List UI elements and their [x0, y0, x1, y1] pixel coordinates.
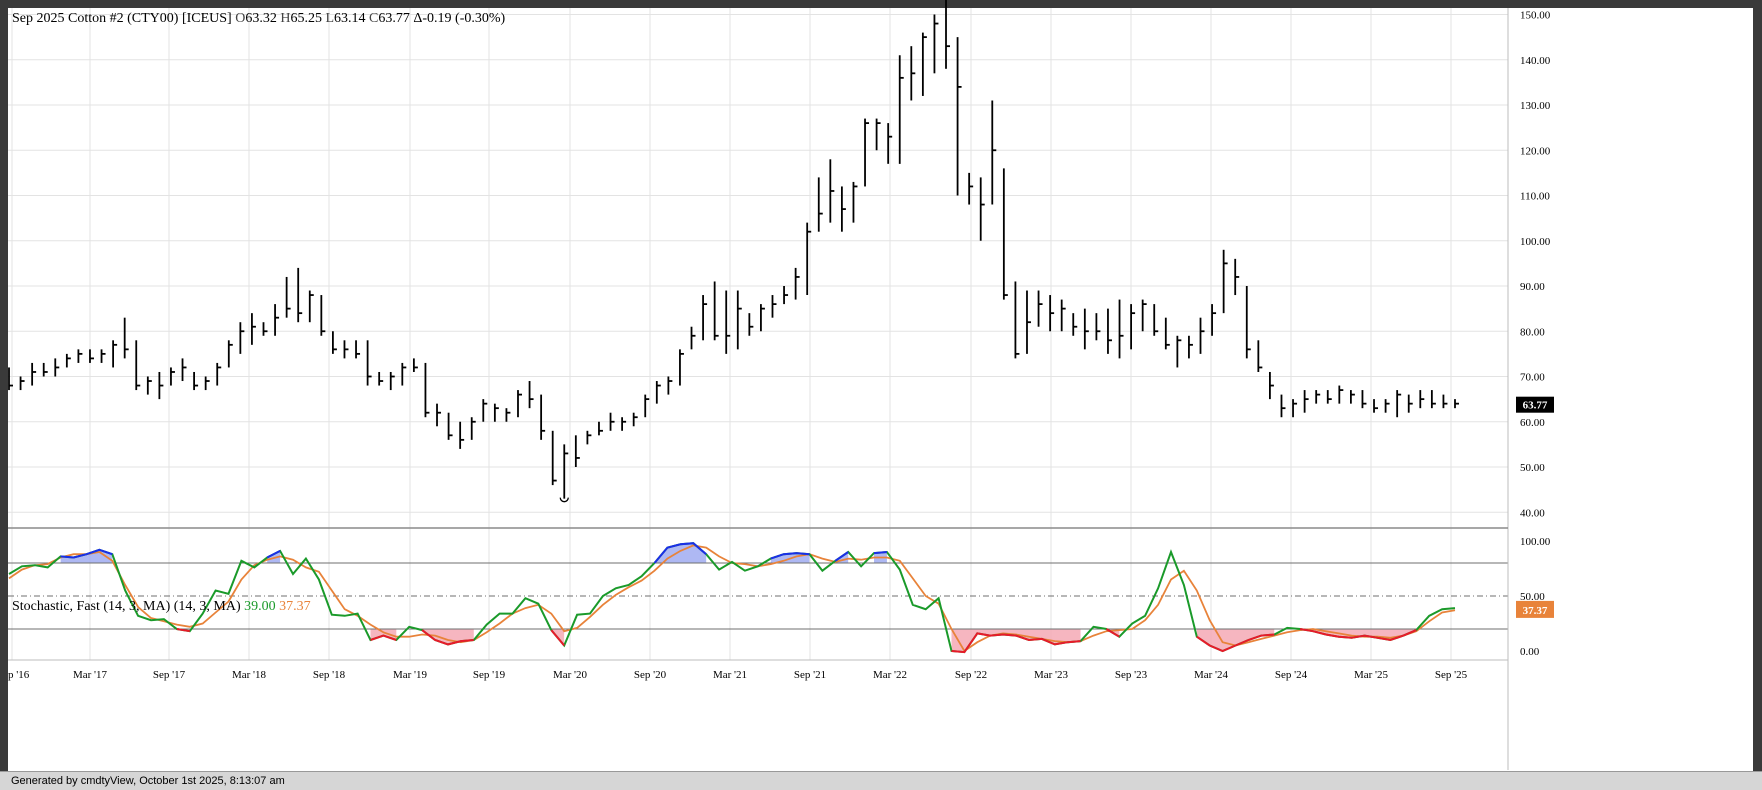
stoch-k-oversold-segment [176, 628, 190, 633]
stoch-k-overbought-segment [60, 548, 113, 559]
stoch-y-tick-label: 0.00 [1520, 646, 1540, 658]
price-y-tick-label: 130.00 [1520, 100, 1551, 112]
stoch-name: Stochastic, Fast (14, 3, MA) [12, 599, 171, 614]
x-tick-label: Mar '19 [393, 669, 428, 681]
stoch-k-oversold-segment [370, 634, 397, 641]
x-tick-label: Sep '23 [1115, 669, 1148, 681]
stoch-k-overbought-segment [653, 542, 707, 564]
x-tick-label: Sep '22 [955, 669, 987, 681]
x-tick-label: Sep '20 [634, 669, 667, 681]
instrument-name: Sep 2025 Cotton #2 (CTY00) [ICEUS] [12, 11, 232, 26]
stoch-overbought-fill [267, 550, 281, 563]
footer-bar: Generated by cmdtyView, October 1st 2025… [0, 771, 1762, 790]
x-tick-label: Sep '24 [1275, 669, 1308, 681]
stoch-lines [8, 542, 1456, 654]
stoch-params: (14, 3, MA) [173, 599, 241, 614]
change-value: Δ-0.19 (-0.30%) [413, 11, 506, 26]
x-tick-label: Sep '25 [1435, 669, 1468, 681]
open-value: 63.32 [245, 11, 277, 26]
stoch-k-overbought-segment [873, 551, 887, 555]
last-price-badge-text: 63.77 [1523, 400, 1548, 412]
stoch-k-overbought-segment [266, 550, 281, 559]
price-y-tick-label: 120.00 [1520, 145, 1551, 157]
open-label: O [235, 11, 246, 26]
price-y-tick-label: 110.00 [1520, 191, 1550, 203]
stoch-y-tick-label: 50.00 [1520, 591, 1545, 603]
price-bars [8, 0, 1459, 503]
stoch-d-badge-text: 37.37 [1523, 605, 1548, 617]
x-tick-label: Mar '25 [1354, 669, 1389, 681]
price-y-tick-label: 50.00 [1520, 462, 1545, 474]
stoch-y-tick-label: 100.00 [1520, 536, 1551, 548]
price-y-tick-label: 140.00 [1520, 55, 1551, 67]
x-tick-label: Mar '21 [713, 669, 747, 681]
close-label: C [369, 11, 379, 26]
stoch-d-badge [1516, 600, 1554, 618]
x-tick-label: Mar '24 [1194, 669, 1229, 681]
high-label: H [280, 11, 291, 26]
price-y-tick-label: 80.00 [1520, 326, 1545, 338]
x-tick-label: Sep '18 [313, 669, 346, 681]
x-tick-label: Mar '22 [873, 669, 907, 681]
stoch-k-oversold-segment [550, 629, 565, 647]
chart-area [8, 8, 1753, 771]
price-y-tick-label: 150.00 [1520, 10, 1551, 22]
grid-layer [8, 8, 1508, 660]
x-tick-label: Mar '20 [553, 669, 588, 681]
price-y-tick-label: 100.00 [1520, 236, 1551, 248]
panel-separator [8, 8, 1509, 770]
axis-labels: 160.00150.00140.00130.00120.00110.00100.… [8, 10, 1554, 681]
last-price-badge [1516, 396, 1554, 413]
price-y-tick-label: 70.00 [1520, 372, 1545, 384]
x-tick-label: Sep '17 [153, 669, 186, 681]
stoch-k-overbought-segment [834, 551, 849, 562]
x-tick-label: Mar '23 [1034, 669, 1069, 681]
low-value: 63.14 [334, 11, 366, 26]
low-label: L [325, 11, 335, 26]
stoch-k-overbought-segment [770, 552, 810, 560]
stoch-oversold-fill [951, 629, 1081, 653]
stoch-k-oversold-segment [1299, 628, 1417, 642]
price-y-tick-label: 90.00 [1520, 281, 1545, 293]
price-header: Sep 2025 Cotton #2 (CTY00) [ICEUS] O63.3… [12, 11, 505, 27]
price-y-tick-label: 60.00 [1520, 417, 1545, 429]
x-tick-label: Mar '18 [232, 669, 267, 681]
stoch-k-value: 39.00 [244, 599, 276, 614]
stoch-k-oversold-segment [1105, 628, 1120, 638]
x-tick-label: Sep '19 [473, 669, 506, 681]
x-tick-label: Sep '21 [794, 669, 826, 681]
stoch-k-oversold-segment [421, 629, 474, 646]
close-value: 63.77 [378, 11, 410, 26]
footer-text: Generated by cmdtyView, October 1st 2025… [11, 775, 285, 787]
stoch-k-oversold-segment [951, 632, 1081, 654]
price-y-tick-label: 40.00 [1520, 507, 1545, 519]
stoch-reference-lines [8, 562, 1508, 630]
price-low-marker [559, 497, 569, 503]
stoch-k-oversold-segment [1196, 633, 1275, 653]
high-value: 65.25 [290, 11, 322, 26]
stoch-d-value: 37.37 [279, 599, 311, 614]
x-tick-label: Mar '17 [73, 669, 108, 681]
stoch-header: Stochastic, Fast (14, 3, MA) (14, 3, MA)… [12, 599, 311, 615]
x-tick-label: p '16 [8, 669, 30, 681]
stoch-overbought-fill [60, 549, 113, 563]
stoch-oversold-fill [1196, 629, 1275, 651]
